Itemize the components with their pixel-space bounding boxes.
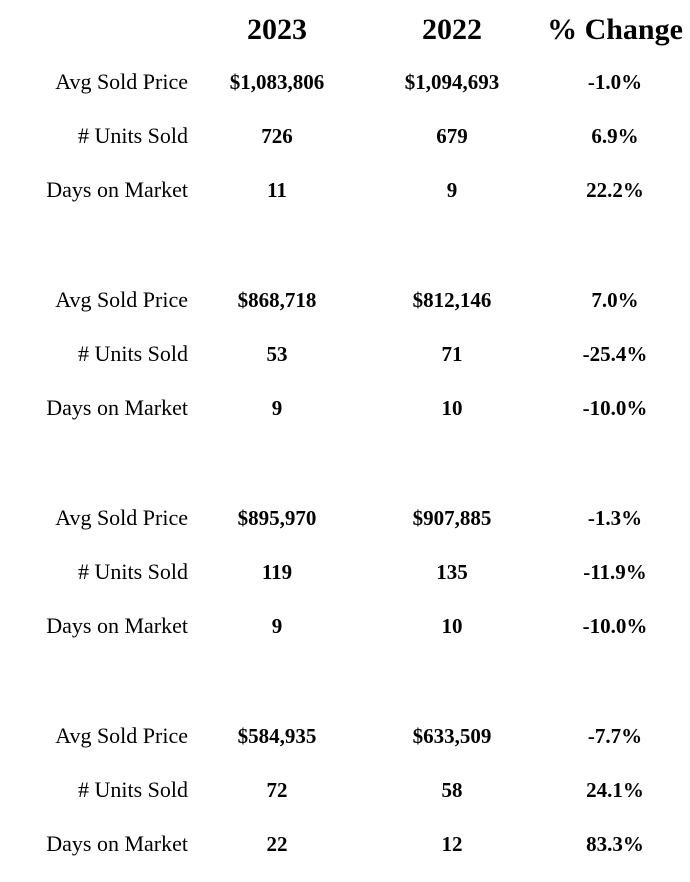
table-row-units-sold: # Units Sold 53 71 -25.4% — [0, 327, 690, 381]
value-2023: 22 — [266, 832, 288, 856]
value-2022: 9 — [446, 178, 458, 202]
value-percent-change: -7.7% — [587, 724, 643, 748]
value-2022: 135 — [436, 560, 468, 584]
value-2023: 119 — [261, 560, 293, 584]
stats-group-4: Avg Sold Price $584,935 $633,509 -7.7% #… — [0, 709, 690, 873]
row-label: Days on Market — [46, 613, 188, 638]
value-2023: $584,935 — [237, 724, 317, 748]
value-2022: $1,094,693 — [404, 70, 500, 94]
row-label: # Units Sold — [77, 777, 188, 802]
row-label: Days on Market — [46, 831, 188, 856]
value-2022: 71 — [441, 342, 463, 366]
value-2023: 53 — [266, 342, 288, 366]
value-2023: 11 — [267, 178, 287, 202]
value-2023: $868,718 — [237, 288, 317, 312]
table-row-avg-sold-price: Avg Sold Price $868,718 $812,146 7.0% — [0, 273, 690, 327]
value-2023: 726 — [261, 124, 293, 148]
stats-group-3: Avg Sold Price $895,970 $907,885 -1.3% #… — [0, 491, 690, 655]
value-2022: 10 — [441, 396, 463, 420]
column-header-2022: 2022 — [422, 13, 482, 46]
column-header-percent-change: % Change — [547, 13, 683, 46]
value-percent-change: 22.2% — [586, 178, 644, 202]
value-2023: 72 — [266, 778, 288, 802]
row-label: Avg Sold Price — [55, 505, 188, 530]
value-percent-change: 24.1% — [586, 778, 644, 802]
value-2022: $907,885 — [412, 506, 492, 530]
value-percent-change: -10.0% — [582, 396, 648, 420]
value-percent-change: -10.0% — [582, 614, 648, 638]
row-label: # Units Sold — [77, 123, 188, 148]
value-2023: 9 — [271, 614, 283, 638]
value-2022: 12 — [441, 832, 463, 856]
row-label: Avg Sold Price — [55, 69, 188, 94]
value-2022: $633,509 — [412, 724, 492, 748]
value-2022: $812,146 — [412, 288, 492, 312]
value-percent-change: 83.3% — [586, 832, 644, 856]
row-label: Days on Market — [46, 177, 188, 202]
stats-group-1: Avg Sold Price $1,083,806 $1,094,693 -1.… — [0, 55, 690, 219]
value-percent-change: -1.0% — [587, 70, 643, 94]
value-2022: 58 — [441, 778, 463, 802]
value-2022: 679 — [436, 124, 468, 148]
table-row-avg-sold-price: Avg Sold Price $584,935 $633,509 -7.7% — [0, 709, 690, 763]
value-2023: $1,083,806 — [229, 70, 325, 94]
table-row-units-sold: # Units Sold 119 135 -11.9% — [0, 545, 690, 599]
table-row-days-on-market: Days on Market 22 12 83.3% — [0, 817, 690, 871]
value-2023: 9 — [271, 396, 283, 420]
value-2022: 10 — [441, 614, 463, 638]
table-row-days-on-market: Days on Market 11 9 22.2% — [0, 163, 690, 217]
value-percent-change: -25.4% — [582, 342, 648, 366]
value-2023: $895,970 — [237, 506, 317, 530]
row-label: Days on Market — [46, 395, 188, 420]
table-row-avg-sold-price: Avg Sold Price $895,970 $907,885 -1.3% — [0, 491, 690, 545]
value-percent-change: 6.9% — [591, 124, 639, 148]
column-header-2023: 2023 — [247, 13, 307, 46]
table-row-days-on-market: Days on Market 9 10 -10.0% — [0, 599, 690, 653]
row-label: Avg Sold Price — [55, 287, 188, 312]
value-percent-change: 7.0% — [591, 288, 639, 312]
table-row-days-on-market: Days on Market 9 10 -10.0% — [0, 381, 690, 435]
table-row-avg-sold-price: Avg Sold Price $1,083,806 $1,094,693 -1.… — [0, 55, 690, 109]
row-label: # Units Sold — [77, 559, 188, 584]
table-row-units-sold: # Units Sold 72 58 24.1% — [0, 763, 690, 817]
table-row-units-sold: # Units Sold 726 679 6.9% — [0, 109, 690, 163]
stats-group-2: Avg Sold Price $868,718 $812,146 7.0% # … — [0, 273, 690, 437]
row-label: # Units Sold — [77, 341, 188, 366]
row-label: Avg Sold Price — [55, 723, 188, 748]
value-percent-change: -11.9% — [583, 560, 647, 584]
value-percent-change: -1.3% — [587, 506, 643, 530]
